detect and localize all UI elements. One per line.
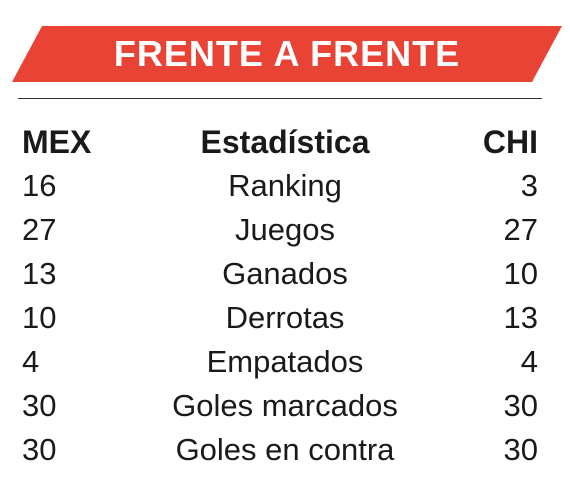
mex-value: 10: [22, 300, 57, 335]
banner-background: [12, 26, 562, 82]
mex-value: 16: [22, 168, 57, 203]
chi-value: 27: [503, 212, 538, 247]
stat-label: Goles marcados: [172, 388, 398, 423]
chi-value: 30: [503, 432, 538, 467]
table-row: 30 Goles marcados 30: [0, 384, 570, 428]
chi-value: 4: [520, 344, 538, 379]
mex-value: 13: [22, 256, 57, 291]
banner-title: FRENTE A FRENTE: [113, 33, 461, 74]
mex-value: 30: [22, 432, 57, 467]
table-row: 13 Ganados 10: [0, 252, 570, 296]
stat-label: Ganados: [222, 256, 348, 291]
divider: [18, 98, 542, 99]
mex-value: 30: [22, 388, 57, 423]
table-row: 30 Goles en contra 30: [0, 428, 570, 472]
table-row: 16 Ranking 3: [0, 164, 570, 208]
stat-label: Empatados: [206, 344, 364, 379]
header-stat: Estadística: [200, 124, 370, 160]
mex-value: 4: [22, 344, 40, 379]
header-chi: CHI: [482, 124, 538, 160]
table-row: 10 Derrotas 13: [0, 296, 570, 340]
stat-label: Derrotas: [225, 300, 345, 335]
chi-value: 30: [503, 388, 538, 423]
table-header-row: MEX Estadística CHI: [0, 120, 570, 164]
table-row: 4 Empatados 4: [0, 340, 570, 384]
header-mex: MEX: [22, 124, 92, 160]
table-row: 27 Juegos 27: [0, 208, 570, 252]
chi-value: 3: [520, 168, 538, 203]
stat-label: Goles en contra: [175, 432, 395, 467]
mex-value: 27: [22, 212, 57, 247]
chi-value: 10: [503, 256, 538, 291]
chi-value: 13: [503, 300, 538, 335]
title-banner: FRENTE A FRENTE: [12, 26, 562, 82]
stat-label: Ranking: [228, 168, 342, 203]
stat-label: Juegos: [235, 212, 335, 247]
